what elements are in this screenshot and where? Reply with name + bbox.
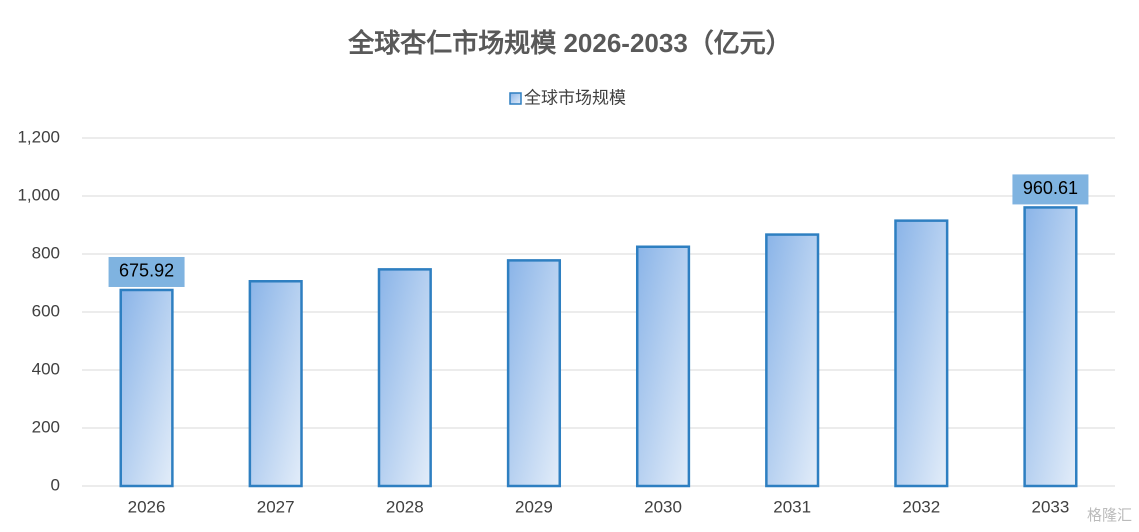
data-label-box [108, 256, 185, 287]
watermark: 格隆汇 [1087, 507, 1132, 524]
y-tick-label: 400 [32, 359, 60, 378]
y-tick-label: 200 [32, 417, 60, 436]
bar [765, 233, 820, 488]
y-tick-label: 0 [51, 475, 60, 494]
bar [119, 288, 174, 488]
x-tick-label: 2029 [515, 497, 553, 516]
bar [377, 268, 432, 488]
data-label: 960.61 [1023, 178, 1078, 198]
bar [1023, 206, 1078, 488]
bar [635, 245, 691, 488]
x-tick-label: 2031 [773, 497, 811, 516]
data-label-box [1012, 174, 1089, 205]
bar [894, 219, 949, 488]
x-tick-label: 2027 [257, 497, 295, 516]
data-label: 675.92 [119, 261, 174, 281]
y-tick-label: 1,000 [17, 185, 60, 204]
y-tick-label: 600 [32, 301, 60, 320]
x-tick-label: 2032 [902, 497, 940, 516]
y-tick-label: 1,200 [17, 127, 60, 146]
y-tick-label: 800 [32, 243, 60, 262]
x-tick-label: 2030 [644, 497, 682, 516]
bar [248, 280, 303, 488]
legend-swatch [509, 92, 522, 105]
x-tick-label: 2033 [1032, 497, 1070, 516]
chart-title: 全球杏仁市场规模 2026-2033（亿元） [347, 28, 792, 58]
x-tick-label: 2026 [128, 497, 166, 516]
legend-label: 全球市场规模 [524, 88, 626, 107]
x-tick-label: 2028 [386, 497, 424, 516]
bar [506, 259, 562, 488]
